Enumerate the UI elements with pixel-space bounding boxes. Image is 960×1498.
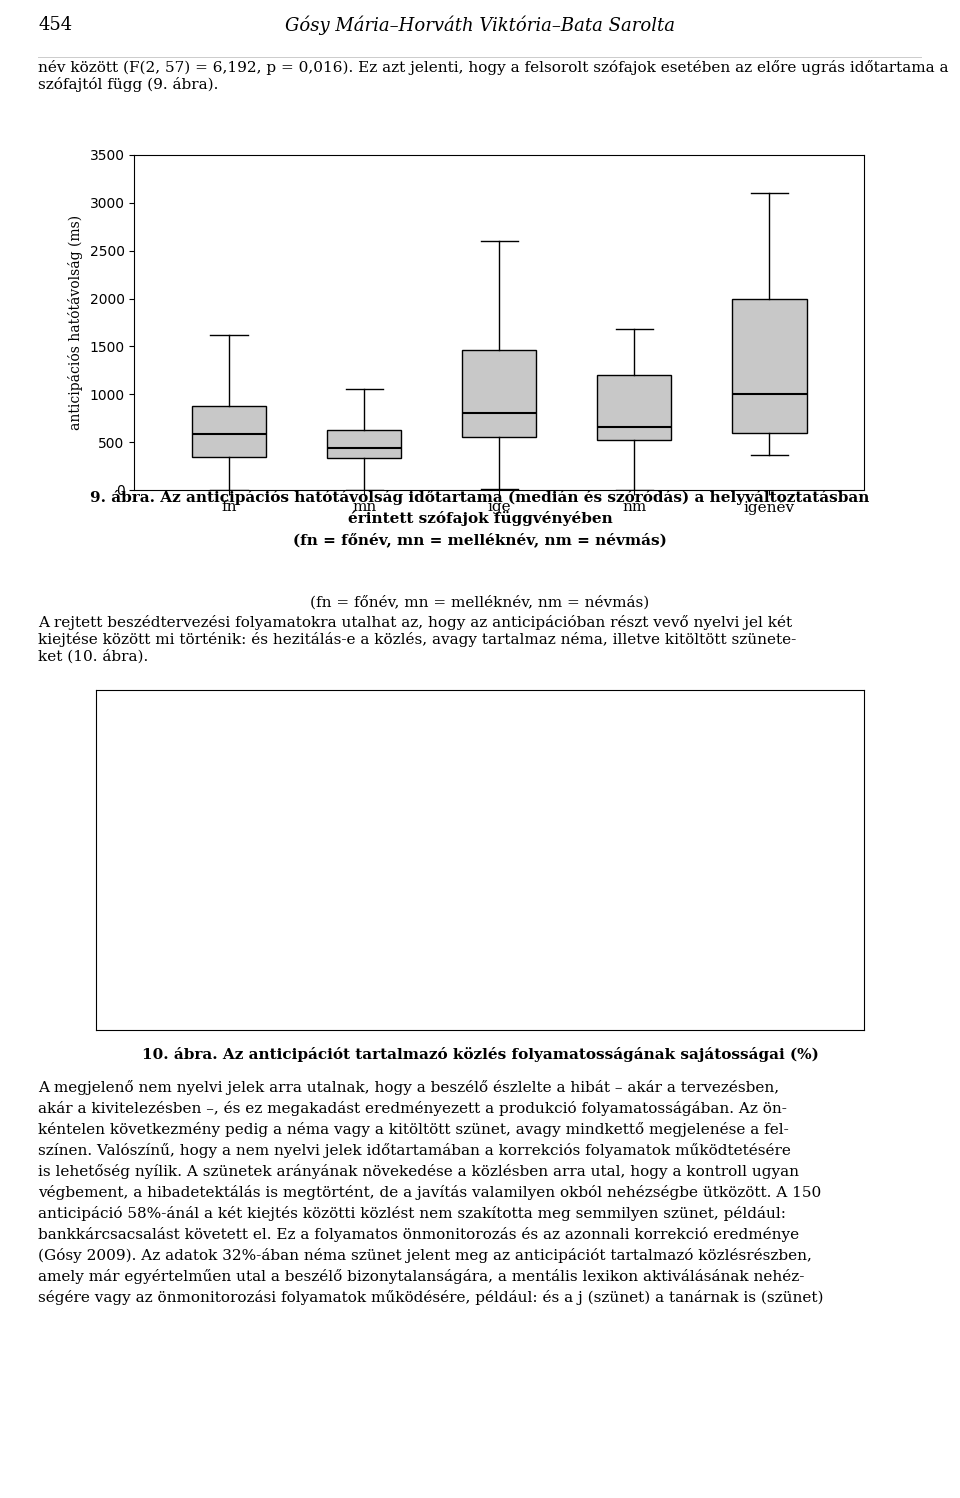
Polygon shape xyxy=(280,782,466,953)
Text: (fn = főnév, mn = melléknév, nm = névmás): (fn = főnév, mn = melléknév, nm = névmás… xyxy=(310,596,650,610)
Text: 58: 58 xyxy=(610,876,627,891)
Text: 10. ábra. Az anticipációt tartalmazó közlés folyamatosságának sajátosságai (%): 10. ábra. Az anticipációt tartalmazó köz… xyxy=(141,1047,819,1062)
PathPatch shape xyxy=(327,430,401,458)
Text: 6,67: 6,67 xyxy=(420,730,450,745)
Text: 3,33: 3,33 xyxy=(351,740,382,753)
PathPatch shape xyxy=(597,374,671,440)
PathPatch shape xyxy=(192,406,266,457)
Polygon shape xyxy=(280,782,376,980)
Text: 32: 32 xyxy=(346,861,363,875)
Text: 9. ábra. Az anticipációs hatótávolság időtartama (medián és szóródás) a helyvált: 9. ábra. Az anticipációs hatótávolság id… xyxy=(90,490,870,547)
Text: név között (F(2, 57) = 6,192, p = 0,016). Ez azt jelenti, hogy a felsorolt szófa: név között (F(2, 57) = 6,192, p = 0,016)… xyxy=(38,60,948,93)
PathPatch shape xyxy=(732,298,806,433)
Polygon shape xyxy=(399,764,674,968)
Text: Gósy Mária–Horváth Viktória–Bata Sarolta: Gósy Mária–Horváth Viktória–Bata Sarolta xyxy=(285,15,675,34)
Polygon shape xyxy=(399,764,674,993)
Polygon shape xyxy=(400,740,475,842)
Polygon shape xyxy=(360,750,468,843)
Y-axis label: anticipációs hatótávolság (ms): anticipációs hatótávolság (ms) xyxy=(67,214,83,430)
Text: A rejtett beszédtervezési folyamatokra utalhat az, hogy az anticipációban részt : A rejtett beszédtervezési folyamatokra u… xyxy=(38,616,797,664)
Text: A megjelenő nem nyelvi jelek arra utalnak, hogy a beszélő észlelte a hibát – aká: A megjelenő nem nyelvi jelek arra utalna… xyxy=(38,1080,824,1305)
PathPatch shape xyxy=(462,351,537,437)
Text: 454: 454 xyxy=(38,16,73,34)
Legend: folyamatos közlés, néma szünet, hezitálás, szünet és hezitálás: folyamatos közlés, néma szünet, hezitálá… xyxy=(234,700,726,725)
